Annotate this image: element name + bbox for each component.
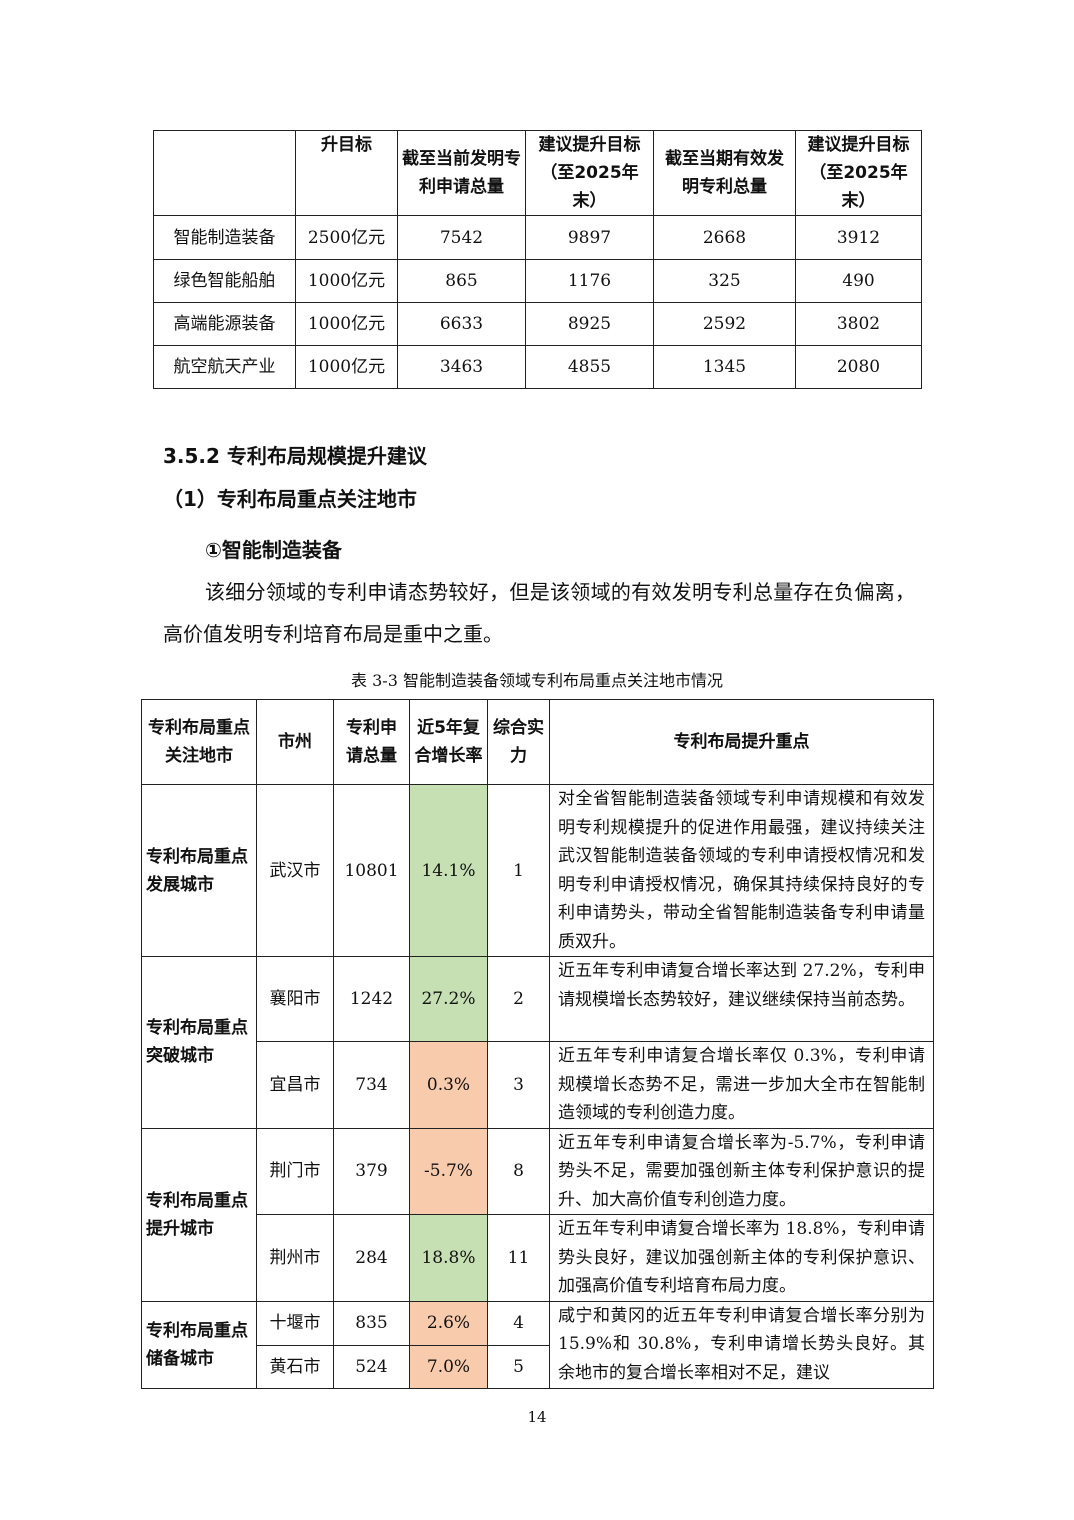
table-row: 宜昌市 734 0.3% 3 近五年专利申请复合增长率仅 0.3%，专利申请规模… (142, 1042, 934, 1129)
cell: 1000亿元 (296, 260, 398, 303)
table-row: 航空航天产业1000亿元3463485513452080 (154, 346, 922, 389)
cell: 航空航天产业 (154, 346, 296, 389)
target-table: 升目标 截至当前发明专利申请总量 建议提升目标（至2025年末） 截至当期有效发… (153, 130, 922, 389)
sub-sub-heading: ①智能制造装备 (205, 534, 342, 563)
header-cell: 专利申请总量 (334, 700, 410, 785)
rate-cell: 18.8% (410, 1215, 488, 1302)
total-cell: 835 (334, 1301, 410, 1345)
rate-cell: -5.7% (410, 1128, 488, 1215)
header-cell: 近5年复合增长率 (410, 700, 488, 785)
rate-cell: 0.3% (410, 1042, 488, 1129)
category-cell: 专利布局重点发展城市 (142, 785, 257, 957)
rank-cell: 2 (488, 957, 550, 1042)
city-cell: 十堰市 (257, 1301, 334, 1345)
header-cell: 建议提升目标（至2025年末） (526, 131, 654, 216)
header-cell: 市州 (257, 700, 334, 785)
header-cell: 建议提升目标（至2025年末） (796, 131, 922, 216)
page-number: 14 (0, 1408, 1074, 1426)
rank-cell: 4 (488, 1301, 550, 1345)
table-row: 专利布局重点发展城市 武汉市 10801 14.1% 1 对全省智能制造装备领域… (142, 785, 934, 957)
table-row: 专利布局重点储备城市 十堰市 835 2.6% 4 咸宁和黄冈的近五年专利申请复… (142, 1301, 934, 1345)
cell: 7542 (398, 216, 526, 260)
cell: 2592 (654, 303, 796, 346)
table-row: 智能制造装备2500亿元7542989726683912 (154, 216, 922, 260)
city-cell: 襄阳市 (257, 957, 334, 1042)
total-cell: 734 (334, 1042, 410, 1129)
cell: 2080 (796, 346, 922, 389)
total-cell: 524 (334, 1345, 410, 1388)
category-cell: 专利布局重点突破城市 (142, 957, 257, 1129)
desc-cell: 对全省智能制造装备领域专利申请规模和有效发明专利规模提升的促进作用最强，建议持续… (550, 785, 934, 957)
header-cell: 综合实力 (488, 700, 550, 785)
body-paragraph: 该细分领域的专利申请态势较好，但是该领域的有效发明专利总量存在负偏离，高价值发明… (163, 571, 915, 655)
rank-cell: 5 (488, 1345, 550, 1388)
rank-cell: 8 (488, 1128, 550, 1215)
cell: 490 (796, 260, 922, 303)
table-row: 荆州市 284 18.8% 11 近五年专利申请复合增长率为 18.8%，专利申… (142, 1215, 934, 1302)
desc-cell: 咸宁和黄冈的近五年专利申请复合增长率分别为 15.9%和 30.8%，专利申请增… (550, 1301, 934, 1388)
cell: 2668 (654, 216, 796, 260)
cell: 9897 (526, 216, 654, 260)
cell: 3912 (796, 216, 922, 260)
total-cell: 1242 (334, 957, 410, 1042)
cell: 1345 (654, 346, 796, 389)
cell: 1000亿元 (296, 303, 398, 346)
header-cell (154, 131, 296, 216)
cell: 3802 (796, 303, 922, 346)
section-heading: 3.5.2 专利布局规模提升建议 (163, 440, 427, 469)
rate-cell: 14.1% (410, 785, 488, 957)
table-header-row: 升目标 截至当前发明专利申请总量 建议提升目标（至2025年末） 截至当期有效发… (154, 131, 922, 216)
desc-cell: 近五年专利申请复合增长率达到 27.2%，专利申请规模增长态势较好，建议继续保持… (550, 957, 934, 1042)
table-row: 专利布局重点突破城市 襄阳市 1242 27.2% 2 近五年专利申请复合增长率… (142, 957, 934, 1042)
document-page: 升目标 截至当前发明专利申请总量 建议提升目标（至2025年末） 截至当期有效发… (0, 0, 1074, 1520)
total-cell: 379 (334, 1128, 410, 1215)
rate-cell: 27.2% (410, 957, 488, 1042)
cell: 3463 (398, 346, 526, 389)
total-cell: 10801 (334, 785, 410, 957)
header-cell: 截至当期有效发明专利总量 (654, 131, 796, 216)
cell: 2500亿元 (296, 216, 398, 260)
cell: 绿色智能船舶 (154, 260, 296, 303)
category-cell: 专利布局重点储备城市 (142, 1301, 257, 1388)
rank-cell: 11 (488, 1215, 550, 1302)
table-header-row: 专利布局重点关注地市 市州 专利申请总量 近5年复合增长率 综合实力 专利布局提… (142, 700, 934, 785)
city-cell: 荆门市 (257, 1128, 334, 1215)
cell: 1176 (526, 260, 654, 303)
table-caption: 表 3-3 智能制造装备领域专利布局重点关注地市情况 (0, 667, 1074, 691)
rank-cell: 1 (488, 785, 550, 957)
cell: 325 (654, 260, 796, 303)
table-row: 专利布局重点提升城市 荆门市 379 -5.7% 8 近五年专利申请复合增长率为… (142, 1128, 934, 1215)
cell: 高端能源装备 (154, 303, 296, 346)
sub-heading: （1）专利布局重点关注地市 (163, 483, 417, 512)
desc-cell: 近五年专利申请复合增长率为 18.8%，专利申请势头良好，建议加强创新主体的专利… (550, 1215, 934, 1302)
desc-cell: 近五年专利申请复合增长率仅 0.3%，专利申请规模增长态势不足，需进一步加大全市… (550, 1042, 934, 1129)
cell: 4855 (526, 346, 654, 389)
city-cell: 宜昌市 (257, 1042, 334, 1129)
cell: 6633 (398, 303, 526, 346)
cell: 865 (398, 260, 526, 303)
header-cell: 升目标 (296, 131, 398, 216)
city-cell: 黄石市 (257, 1345, 334, 1388)
header-cell: 专利布局提升重点 (550, 700, 934, 785)
total-cell: 284 (334, 1215, 410, 1302)
cell: 1000亿元 (296, 346, 398, 389)
cell: 智能制造装备 (154, 216, 296, 260)
rank-cell: 3 (488, 1042, 550, 1129)
header-cell: 专利布局重点关注地市 (142, 700, 257, 785)
header-cell: 截至当前发明专利申请总量 (398, 131, 526, 216)
table-row: 绿色智能船舶1000亿元8651176325490 (154, 260, 922, 303)
rate-cell: 2.6% (410, 1301, 488, 1345)
city-cell: 武汉市 (257, 785, 334, 957)
desc-cell: 近五年专利申请复合增长率为-5.7%，专利申请势头不足，需要加强创新主体专利保护… (550, 1128, 934, 1215)
category-cell: 专利布局重点提升城市 (142, 1128, 257, 1301)
cell: 8925 (526, 303, 654, 346)
table-row: 高端能源装备1000亿元6633892525923802 (154, 303, 922, 346)
rate-cell: 7.0% (410, 1345, 488, 1388)
focus-cities-table: 专利布局重点关注地市 市州 专利申请总量 近5年复合增长率 综合实力 专利布局提… (141, 699, 934, 1389)
city-cell: 荆州市 (257, 1215, 334, 1302)
